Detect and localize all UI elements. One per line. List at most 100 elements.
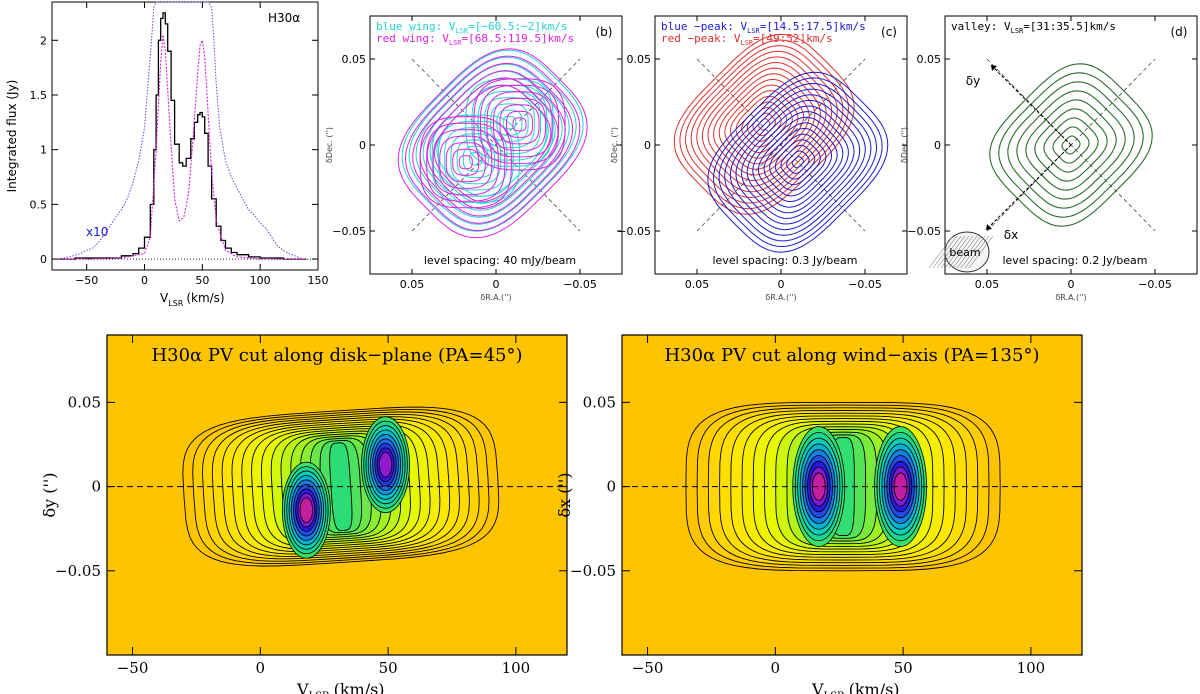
panel-c-footer: level spacing: 0.3 Jy/beam (712, 254, 857, 267)
panel-d-contours: 0.05 0 −0.05 0.05 0 −0.05 δR.A.('') δDec. ('') v… (900, 15, 1198, 302)
panel-d-ylabel: δDec. ('') (900, 127, 909, 163)
panel-c-contour (780, 144, 816, 180)
pv-pv1-peak-contour (299, 497, 313, 524)
panel-c-contour (679, 39, 850, 210)
panel-c-ylabel: δDec. ('') (610, 127, 619, 163)
panel-c-ytick-label: 0.05 (627, 53, 652, 66)
panel-c-xtick-label: 0.05 (685, 278, 710, 291)
panel-d-beam-hatch (936, 235, 962, 269)
panel-c-legend-line: red −peak: VLSR=[49:52]km/s (661, 32, 833, 47)
panel-b-ytick-label: 0.05 (342, 53, 367, 66)
panel-d-ytick-label: −0.05 (907, 225, 941, 238)
pv-pv2-xlabel-v: V (811, 680, 824, 694)
panel-a-xtick-label: 50 (195, 274, 209, 287)
pv-pv1-xlabel: VLSR (km/s) (296, 680, 385, 694)
pv-pv2-xtick-label: 0 (771, 659, 781, 677)
panel-b-contour (479, 84, 560, 164)
panel-c-contour (729, 90, 799, 159)
panel-a-xlabel-v: V (160, 291, 169, 305)
panel-d-beam-hatch (948, 235, 974, 269)
panel-c-contour (791, 156, 804, 169)
panel-c-contour (724, 84, 805, 165)
pv-pv1-xlabel-v: V (296, 680, 309, 694)
panel-b-contour (445, 142, 486, 183)
panel-b-contour (469, 152, 483, 166)
pv-pv2-title: H30α PV cut along wind−axis (PA=135°) (664, 345, 1039, 366)
panel-a-xtick-label: −50 (75, 274, 98, 287)
panel-a-frame (51, 1, 319, 271)
pv-pv2-xtick-label: 100 (1017, 659, 1046, 677)
panel-b-contour (426, 77, 559, 210)
panel-b-xlabel: δR.A.('') (480, 293, 511, 302)
panel-c-xlabel: δR.A.('') (765, 293, 796, 302)
panel-b-contour (490, 103, 529, 142)
panel-b-legend-sub: LSR (455, 27, 468, 35)
panel-b-contour (412, 62, 574, 224)
pv-pv2-xlabel-unit: (km/s) (849, 680, 900, 694)
panel-c-label: (c) (881, 25, 897, 39)
panel-d-dy-label: δy (966, 74, 980, 88)
panel-d-contour (989, 63, 1153, 227)
panel-a-x10-annotation: x10 (86, 225, 108, 239)
panel-a-series-total (57, 12, 307, 260)
panel-b-xtick-label: 0.05 (400, 278, 425, 291)
panel-c-contour (746, 111, 849, 214)
panel-d-contour (1007, 81, 1135, 209)
panel-b-contour (506, 110, 533, 138)
panel-c-xtick-label: −0.05 (848, 278, 882, 291)
panel-c-legend-line: blue −peak: VLSR=[14.5:17.5]km/s (661, 20, 866, 35)
panel-c-contour (752, 116, 844, 208)
panel-a-xlabel-sub: LSR (168, 299, 184, 308)
panel-c-legend-text: red −peak: V (661, 32, 741, 45)
panel-b-ytick-label: −0.05 (332, 225, 366, 238)
panel-b-contour (471, 84, 548, 161)
panel-d-beam-hatch (952, 235, 978, 269)
panel-b-legend-text: blue wing: V (376, 20, 456, 33)
panel-b-contour (415, 63, 570, 218)
panel-a-xtick-label: 0 (141, 274, 148, 287)
panel-a-xtick-label: 100 (250, 274, 271, 287)
panel-c-contour (713, 73, 816, 176)
panel-d-legend-sub: LSR (1011, 27, 1024, 35)
pv-pv1-title: H30α PV cut along disk−plane (PA=45°) (151, 345, 522, 366)
panel-a-xlabel-unit: (km/s) (186, 291, 224, 305)
panel-c-xtick-label: 0 (778, 278, 785, 291)
panel-d-dx-label: δx (1004, 228, 1018, 242)
panel-d-legend-text: valley: V (951, 20, 1011, 33)
pv-pv1-xtick-label: 100 (502, 659, 531, 677)
panel-b-diagonal-pa135 (411, 58, 581, 232)
panel-a-ytick-label: 0 (40, 253, 47, 266)
panel-a-spectrum: −50 0 50 100 150 0 0.5 1 1.5 2 H30α x10 VLSR (km/… (5, 1, 329, 308)
panel-d-beam-hatch (956, 235, 982, 269)
panel-c-contour (673, 33, 855, 215)
panel-pv-wind-axis: −50 0 50 100 0.05 0 −0.05 H30α PV cut along win… (555, 334, 1083, 694)
panel-b-contour (486, 91, 553, 158)
panel-c-contour (757, 122, 838, 203)
panel-a-ylabel: Integrated flux (Jy) (5, 80, 19, 193)
panel-d-beam-label: beam (949, 246, 980, 259)
pv-pv1-xlabel-unit: (km/s) (334, 680, 385, 694)
pv-pv2-xlabel-sub: LSR (824, 691, 845, 694)
pv-pv1-ytick-label: 0.05 (68, 393, 101, 411)
panel-b-contour (404, 55, 581, 232)
panel-a-ytick-label: 2 (40, 34, 47, 47)
panel-b-contour (483, 97, 535, 149)
pv-pv2-frame (621, 334, 1083, 656)
panel-b-legend-text: red wing: V (376, 32, 449, 45)
panel-a-ytick-label: 1.5 (30, 89, 48, 102)
panel-d-xtick-label: 0.05 (975, 278, 1000, 291)
panel-b-contour (458, 155, 473, 170)
panel-d-legend-line: valley: VLSR=[31:35.5]km/s (951, 20, 1116, 35)
panel-b-contour (477, 90, 542, 155)
panel-a-series-group (52, 1, 318, 260)
panel-c-contour (769, 133, 827, 191)
panel-c-contour (707, 67, 821, 182)
panel-b-legend-range: =[68.5:119.5]km/s (462, 32, 575, 45)
panel-d-beam-hatch (944, 235, 970, 269)
panel-b-label: (b) (596, 25, 613, 39)
panel-c-contour (684, 45, 844, 204)
panel-b-contour (408, 56, 577, 225)
panel-d-legend-range: =[31:35.5]km/s (1023, 20, 1116, 33)
panel-d-beam-hatch (960, 235, 986, 269)
panel-d-contour (1052, 126, 1090, 164)
